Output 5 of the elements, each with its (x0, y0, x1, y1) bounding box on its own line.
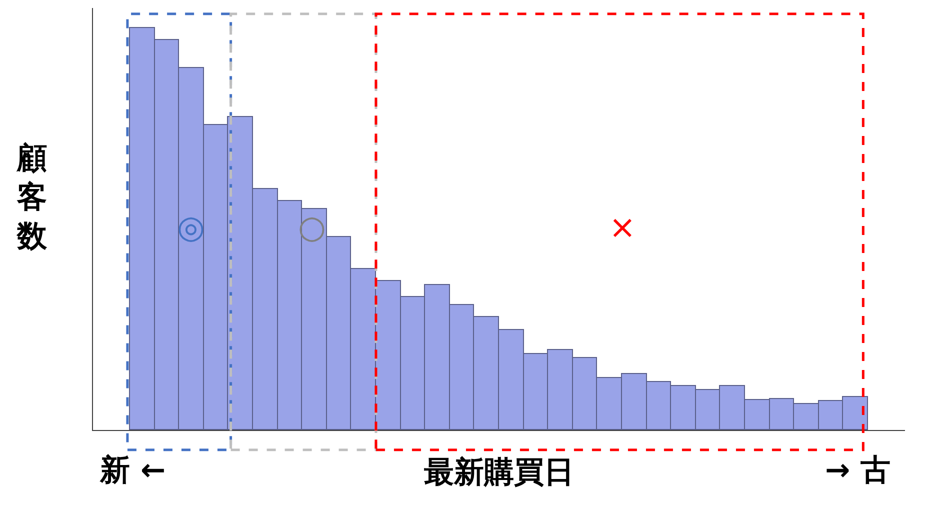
annotation: × (609, 208, 636, 246)
x-axis-title: 最新購買日 (424, 454, 574, 490)
text: 新 ← (99, 453, 166, 488)
y-axis-title: 顧客数 (16, 141, 48, 254)
text: → 古 (825, 453, 891, 488)
